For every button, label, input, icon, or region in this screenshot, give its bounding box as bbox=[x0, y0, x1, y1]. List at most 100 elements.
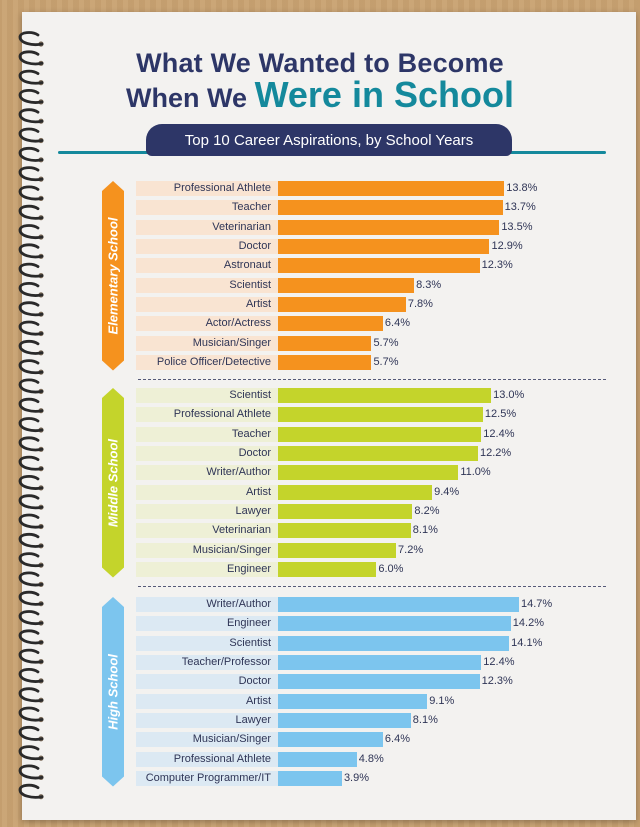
value-bar bbox=[278, 732, 383, 748]
group-divider bbox=[138, 585, 606, 587]
row-background bbox=[136, 446, 278, 462]
value-bar bbox=[278, 200, 503, 216]
spiral-ring bbox=[18, 764, 44, 780]
row-background bbox=[136, 316, 278, 332]
spiral-ring bbox=[18, 359, 44, 375]
row-background bbox=[136, 181, 278, 196]
spiral-ring bbox=[18, 127, 44, 143]
value-label: 8.2% bbox=[414, 505, 440, 518]
spiral-ring bbox=[18, 397, 44, 413]
value-label: 6.4% bbox=[384, 317, 410, 330]
row-background bbox=[136, 751, 278, 767]
category-label: Professional Athlete bbox=[173, 408, 271, 421]
row-background bbox=[136, 674, 278, 690]
category-label: Astronaut bbox=[223, 259, 271, 272]
value-label: 5.7% bbox=[373, 336, 399, 349]
spiral-ring bbox=[18, 282, 44, 297]
row-background bbox=[136, 542, 278, 558]
row-background bbox=[136, 355, 278, 371]
category-label: Engineer bbox=[226, 563, 271, 576]
value-label: 4.8% bbox=[358, 752, 384, 765]
category-label: Doctor bbox=[238, 675, 271, 688]
spiral-ring bbox=[18, 204, 44, 220]
row-background bbox=[136, 597, 278, 612]
value-label: 12.5% bbox=[484, 408, 517, 421]
group-tab: High School bbox=[102, 597, 124, 787]
spiral-ring bbox=[18, 687, 44, 703]
category-label: Lawyer bbox=[235, 505, 271, 518]
spiral-binding-icon bbox=[18, 31, 44, 800]
spiral-ring bbox=[18, 668, 44, 683]
value-bar bbox=[278, 674, 480, 690]
category-label: Writer/Author bbox=[206, 466, 271, 479]
value-label: 13.5% bbox=[501, 220, 533, 233]
spiral-ring bbox=[18, 745, 44, 761]
value-bar bbox=[278, 484, 433, 500]
row-background bbox=[136, 655, 278, 671]
group-name: High School bbox=[105, 653, 121, 730]
value-label: 7.8% bbox=[407, 298, 433, 311]
value-bar bbox=[278, 239, 490, 255]
category-label: Doctor bbox=[238, 447, 271, 460]
value-bar bbox=[278, 277, 415, 293]
value-bar bbox=[278, 713, 411, 729]
title-line-1: What We Wanted to Become bbox=[136, 48, 504, 78]
row-background bbox=[136, 523, 278, 539]
value-bar bbox=[278, 181, 505, 196]
value-label: 8.1% bbox=[412, 714, 438, 727]
value-label: 12.9% bbox=[491, 240, 523, 253]
category-label: Veterinarian bbox=[212, 524, 271, 537]
spiral-ring bbox=[18, 417, 44, 432]
spiral-ring bbox=[18, 50, 44, 66]
spiral-ring bbox=[18, 552, 44, 568]
value-label: 8.3% bbox=[416, 278, 442, 291]
value-bar bbox=[278, 407, 483, 423]
title-line-2-prefix: When We bbox=[126, 83, 255, 113]
group-tab-shape bbox=[102, 388, 124, 578]
group-name: Elementary School bbox=[105, 217, 121, 335]
value-label: 11.0% bbox=[460, 466, 491, 479]
value-bar bbox=[278, 655, 482, 671]
category-label: Writer/Author bbox=[206, 598, 271, 610]
group-tab-fill bbox=[102, 388, 124, 578]
spiral-ring bbox=[18, 320, 44, 336]
spiral-ring bbox=[18, 224, 44, 239]
spiral-ring bbox=[18, 571, 44, 587]
value-bar bbox=[278, 258, 480, 274]
spiral-ring bbox=[18, 166, 44, 182]
value-label: 9.1% bbox=[429, 694, 455, 707]
value-bar bbox=[278, 426, 482, 442]
value-bar bbox=[278, 465, 459, 481]
value-label: 12.3% bbox=[481, 675, 513, 688]
value-label: 13.8% bbox=[506, 182, 538, 194]
value-bar bbox=[278, 562, 377, 578]
category-label: Doctor bbox=[238, 240, 271, 253]
category-label: Computer Programmer/IT bbox=[145, 772, 271, 785]
category-label: Teacher bbox=[231, 201, 271, 214]
value-bar bbox=[278, 771, 342, 787]
spiral-ring bbox=[18, 610, 44, 625]
value-bar bbox=[278, 316, 383, 332]
spiral-ring bbox=[18, 262, 44, 278]
spiral-ring bbox=[18, 301, 44, 317]
category-label: Lawyer bbox=[235, 714, 271, 727]
value-label: 6.0% bbox=[378, 563, 404, 576]
category-label: Musician/Singer bbox=[192, 543, 271, 556]
row-background bbox=[136, 771, 278, 787]
row-background bbox=[136, 693, 278, 709]
row-background bbox=[136, 732, 278, 748]
value-bar bbox=[278, 635, 510, 651]
category-label: Police Officer/Detective bbox=[156, 356, 271, 369]
value-bar bbox=[278, 616, 511, 632]
spiral-ring bbox=[18, 378, 44, 394]
value-bar bbox=[278, 523, 411, 539]
spiral-ring bbox=[18, 494, 44, 510]
value-bar bbox=[278, 446, 478, 462]
value-label: 9.4% bbox=[434, 485, 460, 498]
value-bar bbox=[278, 388, 492, 403]
category-label: Scientist bbox=[229, 278, 271, 291]
row-background bbox=[136, 297, 278, 313]
row-background bbox=[136, 562, 278, 578]
value-bar bbox=[278, 693, 428, 709]
